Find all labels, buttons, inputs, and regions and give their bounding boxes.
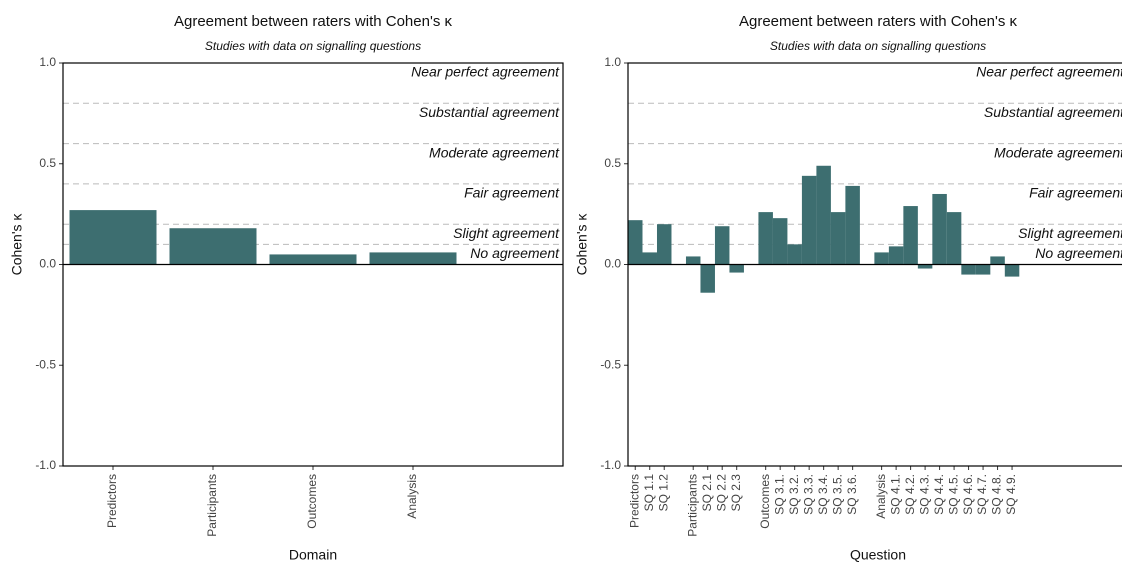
x-tick-label: SQ 3.4. <box>816 474 830 515</box>
x-tick-label: SQ 2.1 <box>700 474 714 512</box>
band-label: Moderate agreement <box>429 144 560 160</box>
x-tick-label: SQ 3.6. <box>845 474 859 515</box>
bar <box>369 252 457 265</box>
x-axis-title: Question <box>850 547 906 563</box>
x-tick-label: SQ 2.3 <box>729 474 743 512</box>
bar <box>975 264 991 275</box>
x-tick-label: SQ 4.5. <box>946 474 960 515</box>
y-tick-label: 0.0 <box>604 257 621 271</box>
x-tick-label: SQ 4.9. <box>1004 474 1018 515</box>
x-tick-label: SQ 3.3. <box>801 474 815 515</box>
bar <box>1004 264 1020 277</box>
x-tick-label: SQ 4.8. <box>990 474 1004 515</box>
y-tick-label: -0.5 <box>35 357 56 371</box>
bar <box>758 212 773 265</box>
x-tick-label: SQ 3.2. <box>787 474 801 515</box>
band-label: Near perfect agreement <box>976 64 1122 80</box>
x-tick-label: Participants <box>685 474 699 537</box>
x-tick-label: Analysis <box>405 474 419 519</box>
x-tick-label: SQ 3.1. <box>772 474 786 515</box>
chart-title: Agreement between raters with Cohen's κ <box>174 13 453 30</box>
band-label: Substantial agreement <box>419 104 560 120</box>
x-tick-label: Participants <box>205 474 219 537</box>
x-tick-label: SQ 1.1 <box>642 474 656 512</box>
y-tick-label: 0.5 <box>604 156 621 170</box>
chart-title: Agreement between raters with Cohen's κ <box>739 13 1018 30</box>
x-tick-label: SQ 4.4. <box>932 474 946 515</box>
x-tick-label: Outcomes <box>305 474 319 529</box>
bar <box>888 246 904 265</box>
bar <box>830 212 846 265</box>
y-tick-label: -1.0 <box>35 458 56 472</box>
x-axis-title: Domain <box>289 547 337 563</box>
x-tick-label: SQ 4.2. <box>903 474 917 515</box>
bar <box>700 264 715 293</box>
band-label: Fair agreement <box>1029 185 1122 201</box>
plot-frame <box>627 62 1122 467</box>
bar <box>946 212 962 265</box>
bar <box>714 226 730 265</box>
band-label: Near perfect agreement <box>411 64 560 80</box>
bar <box>787 244 802 265</box>
plot-frame <box>62 62 564 467</box>
bar <box>269 254 357 265</box>
bar <box>932 193 947 265</box>
band-label: Substantial agreement <box>984 104 1122 120</box>
bar <box>903 206 918 265</box>
band-label: Moderate agreement <box>994 144 1122 160</box>
x-tick-label: SQ 4.6. <box>961 474 975 515</box>
bar <box>874 252 889 265</box>
bar <box>961 264 976 275</box>
y-axis-title: Cohen's κ <box>9 213 25 276</box>
bar <box>642 252 657 265</box>
bar <box>772 218 788 265</box>
x-tick-label: Outcomes <box>758 474 772 529</box>
chart-subtitle: Studies with data on signalling question… <box>205 39 421 53</box>
bar <box>990 256 1005 265</box>
x-tick-label: SQ 3.5. <box>830 474 844 515</box>
x-tick-label: Predictors <box>627 474 641 528</box>
bar <box>845 185 860 265</box>
bar <box>917 264 933 269</box>
y-tick-label: 1.0 <box>39 55 56 69</box>
bar <box>169 228 257 265</box>
band-label: Fair agreement <box>464 185 560 201</box>
y-tick-label: -0.5 <box>600 357 621 371</box>
band-label: Slight agreement <box>453 225 560 241</box>
bar <box>801 175 817 265</box>
x-tick-label: SQ 1.2 <box>656 474 670 512</box>
band-label: Slight agreement <box>1018 225 1122 241</box>
x-tick-label: Predictors <box>105 474 119 528</box>
y-tick-label: 0.0 <box>39 257 56 271</box>
y-axis-title: Cohen's κ <box>574 213 590 276</box>
x-tick-label: SQ 4.3. <box>917 474 931 515</box>
x-tick-label: Analysis <box>874 474 888 519</box>
y-tick-label: 0.5 <box>39 156 56 170</box>
bar <box>729 264 744 273</box>
bar <box>69 210 157 265</box>
bar <box>656 224 672 265</box>
x-tick-label: SQ 4.1. <box>888 474 902 515</box>
chart-subtitle: Studies with data on signalling question… <box>770 39 986 53</box>
y-tick-label: -1.0 <box>600 458 621 472</box>
band-label: No agreement <box>470 245 560 261</box>
bar <box>685 256 701 265</box>
band-label: No agreement <box>1035 245 1122 261</box>
x-tick-label: SQ 2.2 <box>714 474 728 512</box>
bar <box>816 165 831 265</box>
bar <box>628 220 643 265</box>
y-tick-label: 1.0 <box>604 55 621 69</box>
x-tick-label: SQ 4.7. <box>975 474 989 515</box>
